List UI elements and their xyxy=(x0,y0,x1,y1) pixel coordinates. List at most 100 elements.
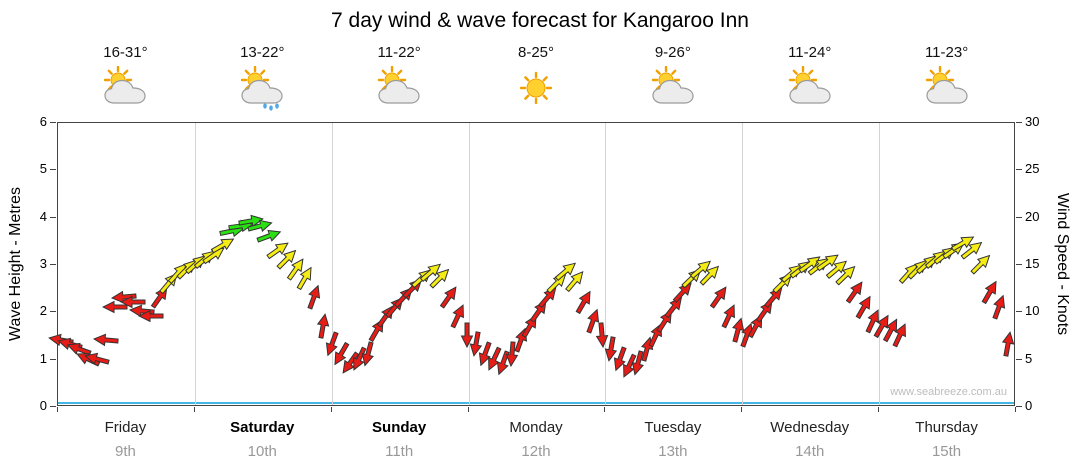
wind-arrow xyxy=(436,282,462,311)
left-axis-tick-label: 1 xyxy=(39,350,47,366)
wind-arrow xyxy=(879,316,904,346)
wind-arrow xyxy=(832,261,860,289)
day-name: Wednesday xyxy=(770,419,850,436)
partly-cloudy-icon xyxy=(104,65,147,104)
partly-cloudy-icon xyxy=(788,65,831,104)
bottom-axis-tick xyxy=(467,407,469,412)
right-axis-tick-label: 25 xyxy=(1025,161,1040,177)
wind-arrow xyxy=(120,295,146,309)
left-axis-tick-label: 4 xyxy=(39,208,47,224)
right-axis-tick xyxy=(1016,169,1022,171)
wind-arrow xyxy=(661,292,688,321)
sunny-icon xyxy=(519,71,553,105)
left-axis-tick xyxy=(50,216,56,218)
wind-arrow xyxy=(446,301,470,330)
wind-arrow xyxy=(292,263,317,293)
partly-cloudy-icon xyxy=(925,65,968,104)
day-temperature: 16-31° xyxy=(103,44,148,61)
wind-arrow xyxy=(687,255,716,282)
wind-arrow xyxy=(129,303,156,319)
day-weather-icon xyxy=(375,65,423,112)
bottom-axis-tick xyxy=(1015,407,1016,412)
wind-arrow xyxy=(543,269,571,297)
wind-arrow xyxy=(263,237,292,263)
wind-arrow xyxy=(313,312,331,340)
day-date: 11th xyxy=(385,443,414,460)
right-axis-tick-label: 20 xyxy=(1025,208,1040,224)
wind-arrow xyxy=(869,311,894,341)
bottom-axis-tick xyxy=(193,407,195,412)
wind-arrow xyxy=(696,261,724,289)
wind-arrow xyxy=(988,292,1010,321)
day-name: Thursday xyxy=(915,419,978,436)
left-axis-tick xyxy=(50,406,56,407)
left-axis-tick xyxy=(50,264,56,265)
day-weather-icon xyxy=(512,66,560,112)
wind-arrow xyxy=(347,344,371,373)
wind-arrow xyxy=(209,233,239,258)
day-date: 12th xyxy=(521,443,551,460)
wind-arrow xyxy=(967,250,995,278)
wind-arrow xyxy=(888,320,912,349)
bottom-axis-tick xyxy=(57,407,58,412)
day-date: 13th xyxy=(658,443,688,460)
wind-arrow xyxy=(602,335,620,363)
left-axis-tick xyxy=(50,358,56,360)
wind-arrow xyxy=(948,231,978,256)
wind-arrow xyxy=(609,344,631,373)
bottom-axis-tick xyxy=(741,407,743,412)
bottom-axis-tick xyxy=(878,407,880,412)
day-weather-icon xyxy=(238,65,286,112)
right-axis-tick xyxy=(1016,358,1022,360)
day-temperature: 11-24° xyxy=(788,44,832,61)
right-axis-tick xyxy=(1016,311,1022,313)
right-axis-tick xyxy=(1016,122,1022,123)
wind-arrow xyxy=(977,278,1002,308)
wind-arrow xyxy=(102,300,128,314)
wind-arrow xyxy=(957,236,986,263)
wind-arrow xyxy=(760,283,787,312)
right-axis-tick xyxy=(1016,216,1022,218)
left-axis-tick-label: 3 xyxy=(39,256,47,271)
rain-showers-icon xyxy=(241,65,283,111)
day-name: Monday xyxy=(509,419,563,436)
wind-arrow xyxy=(706,282,732,311)
wind-arrow xyxy=(138,309,164,323)
wind-arrow xyxy=(482,344,506,373)
day-name: Friday xyxy=(104,419,147,436)
wind-arrow xyxy=(534,283,561,312)
left-axis-tick xyxy=(50,311,56,313)
day-weather-icon xyxy=(649,65,697,112)
wind-arrow xyxy=(999,330,1017,358)
wind-arrow xyxy=(303,283,325,312)
right-axis-tick-label: 10 xyxy=(1025,303,1040,319)
wind-arrow xyxy=(282,254,308,283)
day-gridline xyxy=(468,123,470,405)
right-axis-tick xyxy=(1016,406,1022,407)
wind-arrow xyxy=(467,330,485,358)
wind-arrow xyxy=(83,349,112,369)
wind-arrow xyxy=(111,289,138,305)
plot-area: www.seabreeze.com.au xyxy=(57,122,1015,406)
right-axis-tick xyxy=(1016,264,1022,265)
day-weather-icon xyxy=(786,65,834,112)
day-temperature: 8-25° xyxy=(517,44,555,61)
day-name: Sunday xyxy=(372,419,427,436)
left-axis-tick-label: 2 xyxy=(39,303,47,319)
day-date: 15th xyxy=(931,443,962,460)
right-axis-tick-label: 0 xyxy=(1025,398,1033,413)
wind-arrow xyxy=(670,278,698,307)
wind-arrow xyxy=(795,251,824,278)
right-axis-tick-label: 15 xyxy=(1025,256,1040,271)
wind-arrow xyxy=(236,212,264,230)
left-axis-label: Wave Height - Metres xyxy=(7,186,24,342)
wind-arrow xyxy=(727,316,747,345)
day-gridline xyxy=(742,123,744,405)
wind-arrow xyxy=(416,258,445,285)
wind-arrow xyxy=(582,306,604,335)
wind-arrow xyxy=(822,255,851,282)
chart-title: 7 day wind & wave forecast for Kangaroo … xyxy=(331,9,749,32)
wave-height-line xyxy=(58,402,1014,404)
right-axis-tick-label: 30 xyxy=(1025,114,1040,129)
